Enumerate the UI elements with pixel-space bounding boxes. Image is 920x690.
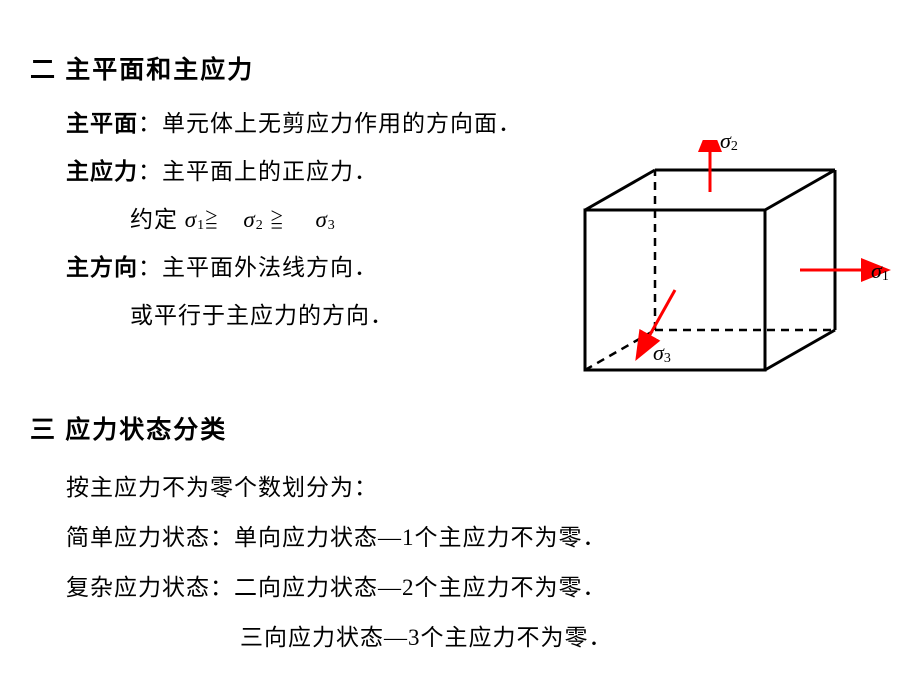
line-triaxial-state: 三向应力状态—3个主应力不为零． xyxy=(30,618,900,652)
simple-state-tail: 个主应力不为零． xyxy=(415,525,607,550)
cube-svg xyxy=(555,140,895,420)
text-principal-stress: ：主平面上的正应力． xyxy=(138,159,378,184)
ge-icon xyxy=(270,209,288,229)
line-complex-state: 复杂应力状态：二向应力状态—2个主应力不为零． xyxy=(30,568,900,602)
complex-state-tail: 个主应力不为零． xyxy=(415,575,607,600)
section-1-title: 二 主平面和主应力 xyxy=(30,50,900,86)
text-principal-plane: ：单元体上无剪应力作用的方向面． xyxy=(138,111,522,136)
line-classify-intro: 按主应力不为零个数划分为： xyxy=(30,468,900,502)
label-sigma3: σ3 xyxy=(653,340,671,367)
num-3: 3 xyxy=(408,625,421,650)
section-2: 三 应力状态分类 按主应力不为零个数划分为： 简单应力状态：单向应力状态—1个主… xyxy=(30,410,900,652)
sub1: 1 xyxy=(197,218,205,233)
label-principal-plane: 主平面 xyxy=(66,111,138,136)
label-principal-direction: 主方向 xyxy=(66,255,138,280)
num-2: 2 xyxy=(402,575,415,600)
arrow-sigma3 xyxy=(647,290,675,340)
line-simple-state: 简单应力状态：单向应力状态—1个主应力不为零． xyxy=(30,518,900,552)
simple-state-text: 简单应力状态：单向应力状态— xyxy=(66,525,402,550)
sigma1: σ xyxy=(185,207,197,232)
label-principal-stress: 主应力 xyxy=(66,159,138,184)
text-principal-direction: ：主平面外法线方向． xyxy=(138,255,378,280)
triaxial-pre: 三向应力状态— xyxy=(240,625,408,650)
sub2: 2 xyxy=(256,218,264,233)
triaxial-tail: 个主应力不为零． xyxy=(421,625,613,650)
convention-prefix: 约定 xyxy=(130,207,185,232)
label-sigma1: σ1 xyxy=(871,258,889,285)
complex-state-text: 复杂应力状态：二向应力状态— xyxy=(66,575,402,600)
num-1: 1 xyxy=(402,525,415,550)
ge-icon xyxy=(205,209,223,229)
line-principal-plane: 主平面：单元体上无剪应力作用的方向面． xyxy=(30,104,900,138)
sub3: 3 xyxy=(328,218,336,233)
sigma2: σ xyxy=(243,207,255,232)
sigma3: σ xyxy=(315,207,327,232)
label-sigma2: σ2 xyxy=(720,128,738,155)
stress-cube-diagram: σ2 σ1 σ3 xyxy=(555,140,895,420)
